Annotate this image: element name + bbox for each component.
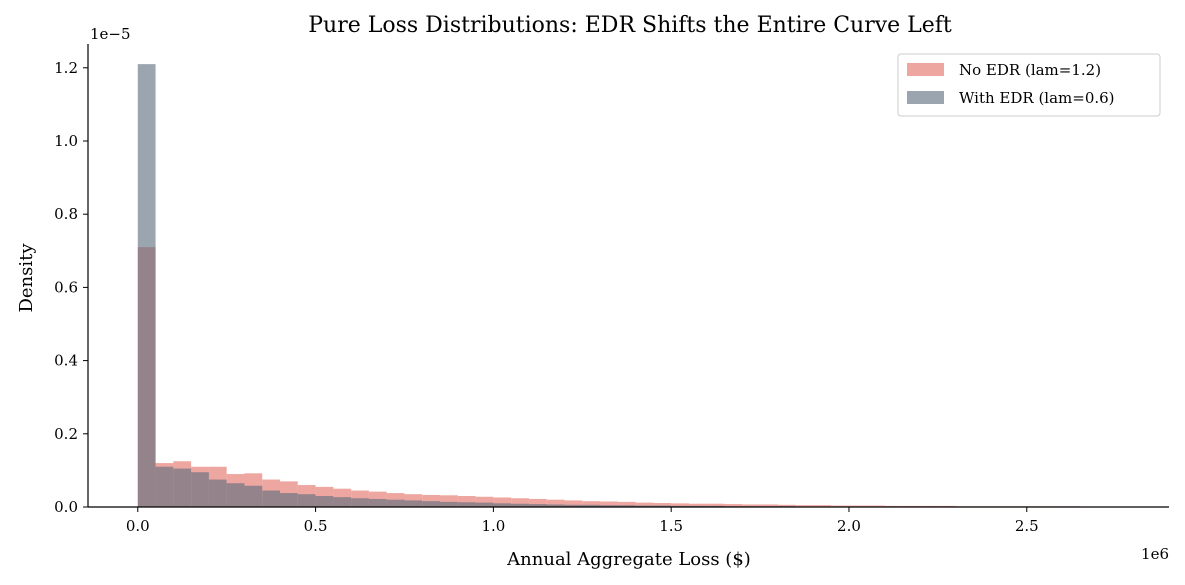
x-tick-label: 0.5 [304,517,328,535]
histogram-bar [368,498,387,507]
x-multiplier-label: 1e6 [1141,545,1169,563]
histogram-bar [208,479,227,507]
y-tick-label: 1.0 [54,132,78,150]
histogram-bar [404,500,423,507]
y-tick-label: 0.8 [54,205,78,223]
x-tick-label: 2.0 [837,517,861,535]
y-tick-label: 0.6 [54,278,78,296]
histogram-bar [546,499,565,507]
histogram-bar [528,504,547,507]
axes-layer [87,44,1169,508]
histogram-bar [742,504,761,507]
histogram-bar [475,502,494,507]
histogram-bar [671,503,689,507]
y-tick-label: 0.0 [54,498,78,516]
y-multiplier-label: 1e−5 [90,25,131,43]
histogram-bar [777,504,796,507]
legend-swatch-no-edr [907,63,944,76]
histogram-bar [848,505,867,507]
histogram-bar [351,498,369,507]
bars-layer [137,64,1152,507]
histogram-bar [440,495,458,507]
histogram-bar [457,502,476,507]
histogram-bar [635,505,654,507]
histogram-bar [457,496,476,507]
histogram-bar [528,498,547,507]
y-tick-label: 1.2 [54,59,78,77]
histogram-bar [688,503,707,507]
series-0-bars [137,247,1152,507]
histogram-bar [511,498,529,507]
histogram-bar [653,502,672,507]
x-tick-label: 0.0 [126,517,150,535]
legend-frame [897,53,1161,117]
y-tick-label: 0.2 [54,425,78,443]
legend: No EDR (lam=1.2) With EDR (lam=0.6) [897,53,1161,117]
x-tick-label: 1.0 [481,517,505,535]
x-tick-label: 2.5 [1015,517,1039,535]
histogram-bar [813,505,832,507]
chart-title: Pure Loss Distributions: EDR Shifts the … [308,13,952,38]
histogram-bar [297,494,316,507]
histogram-bar [422,501,441,507]
histogram-bar [386,499,405,507]
histogram-bar [617,501,636,507]
legend-label-no-edr: No EDR (lam=1.2) [959,61,1101,79]
histogram-bar [155,466,174,507]
histogram-bar [760,504,778,507]
histogram-bar [244,485,263,507]
histogram-bar [706,503,725,507]
histogram-bar [600,501,618,507]
ticks-layer: 0.0 0.5 1.0 1.5 2.0 2.5 0.0 0.2 0.4 0.6 0.8 1.0 1.2 [54,59,1039,535]
legend-label-with-edr: With EDR (lam=0.6) [959,89,1115,107]
histogram-bar [635,502,654,507]
y-axis-label: Density [16,243,37,313]
histogram-bar [564,500,583,507]
histogram-bar [582,504,601,507]
histogram-bar [493,497,512,507]
histogram-bar [493,503,512,507]
legend-swatch-with-edr [907,91,944,104]
x-tick-label: 1.5 [659,517,683,535]
histogram-bar [653,505,672,507]
histogram-bar [226,483,245,507]
histogram-bar [866,505,885,507]
histogram-bar [262,490,281,507]
histogram-bar [333,497,352,507]
histogram-bar [582,501,601,507]
histogram-bar [546,504,565,507]
histogram-bar [173,468,192,507]
histogram-bar [724,504,743,507]
y-tick-label: 0.4 [54,352,78,370]
histogram-bar [617,505,636,507]
histogram-bar [315,496,334,507]
x-axis-label: Annual Aggregate Loss ($) [506,549,751,570]
histogram-bar [191,472,209,507]
histogram-bar [564,504,583,507]
histogram-bar [511,503,529,507]
histogram-bar [831,505,849,507]
histogram-bar [137,64,156,507]
histogram-bar [600,505,618,507]
histogram-bar [280,493,298,507]
histogram-bar [475,496,494,507]
histogram-bar [440,501,458,507]
histogram-bar [795,505,814,507]
series-1-bars [137,64,921,507]
